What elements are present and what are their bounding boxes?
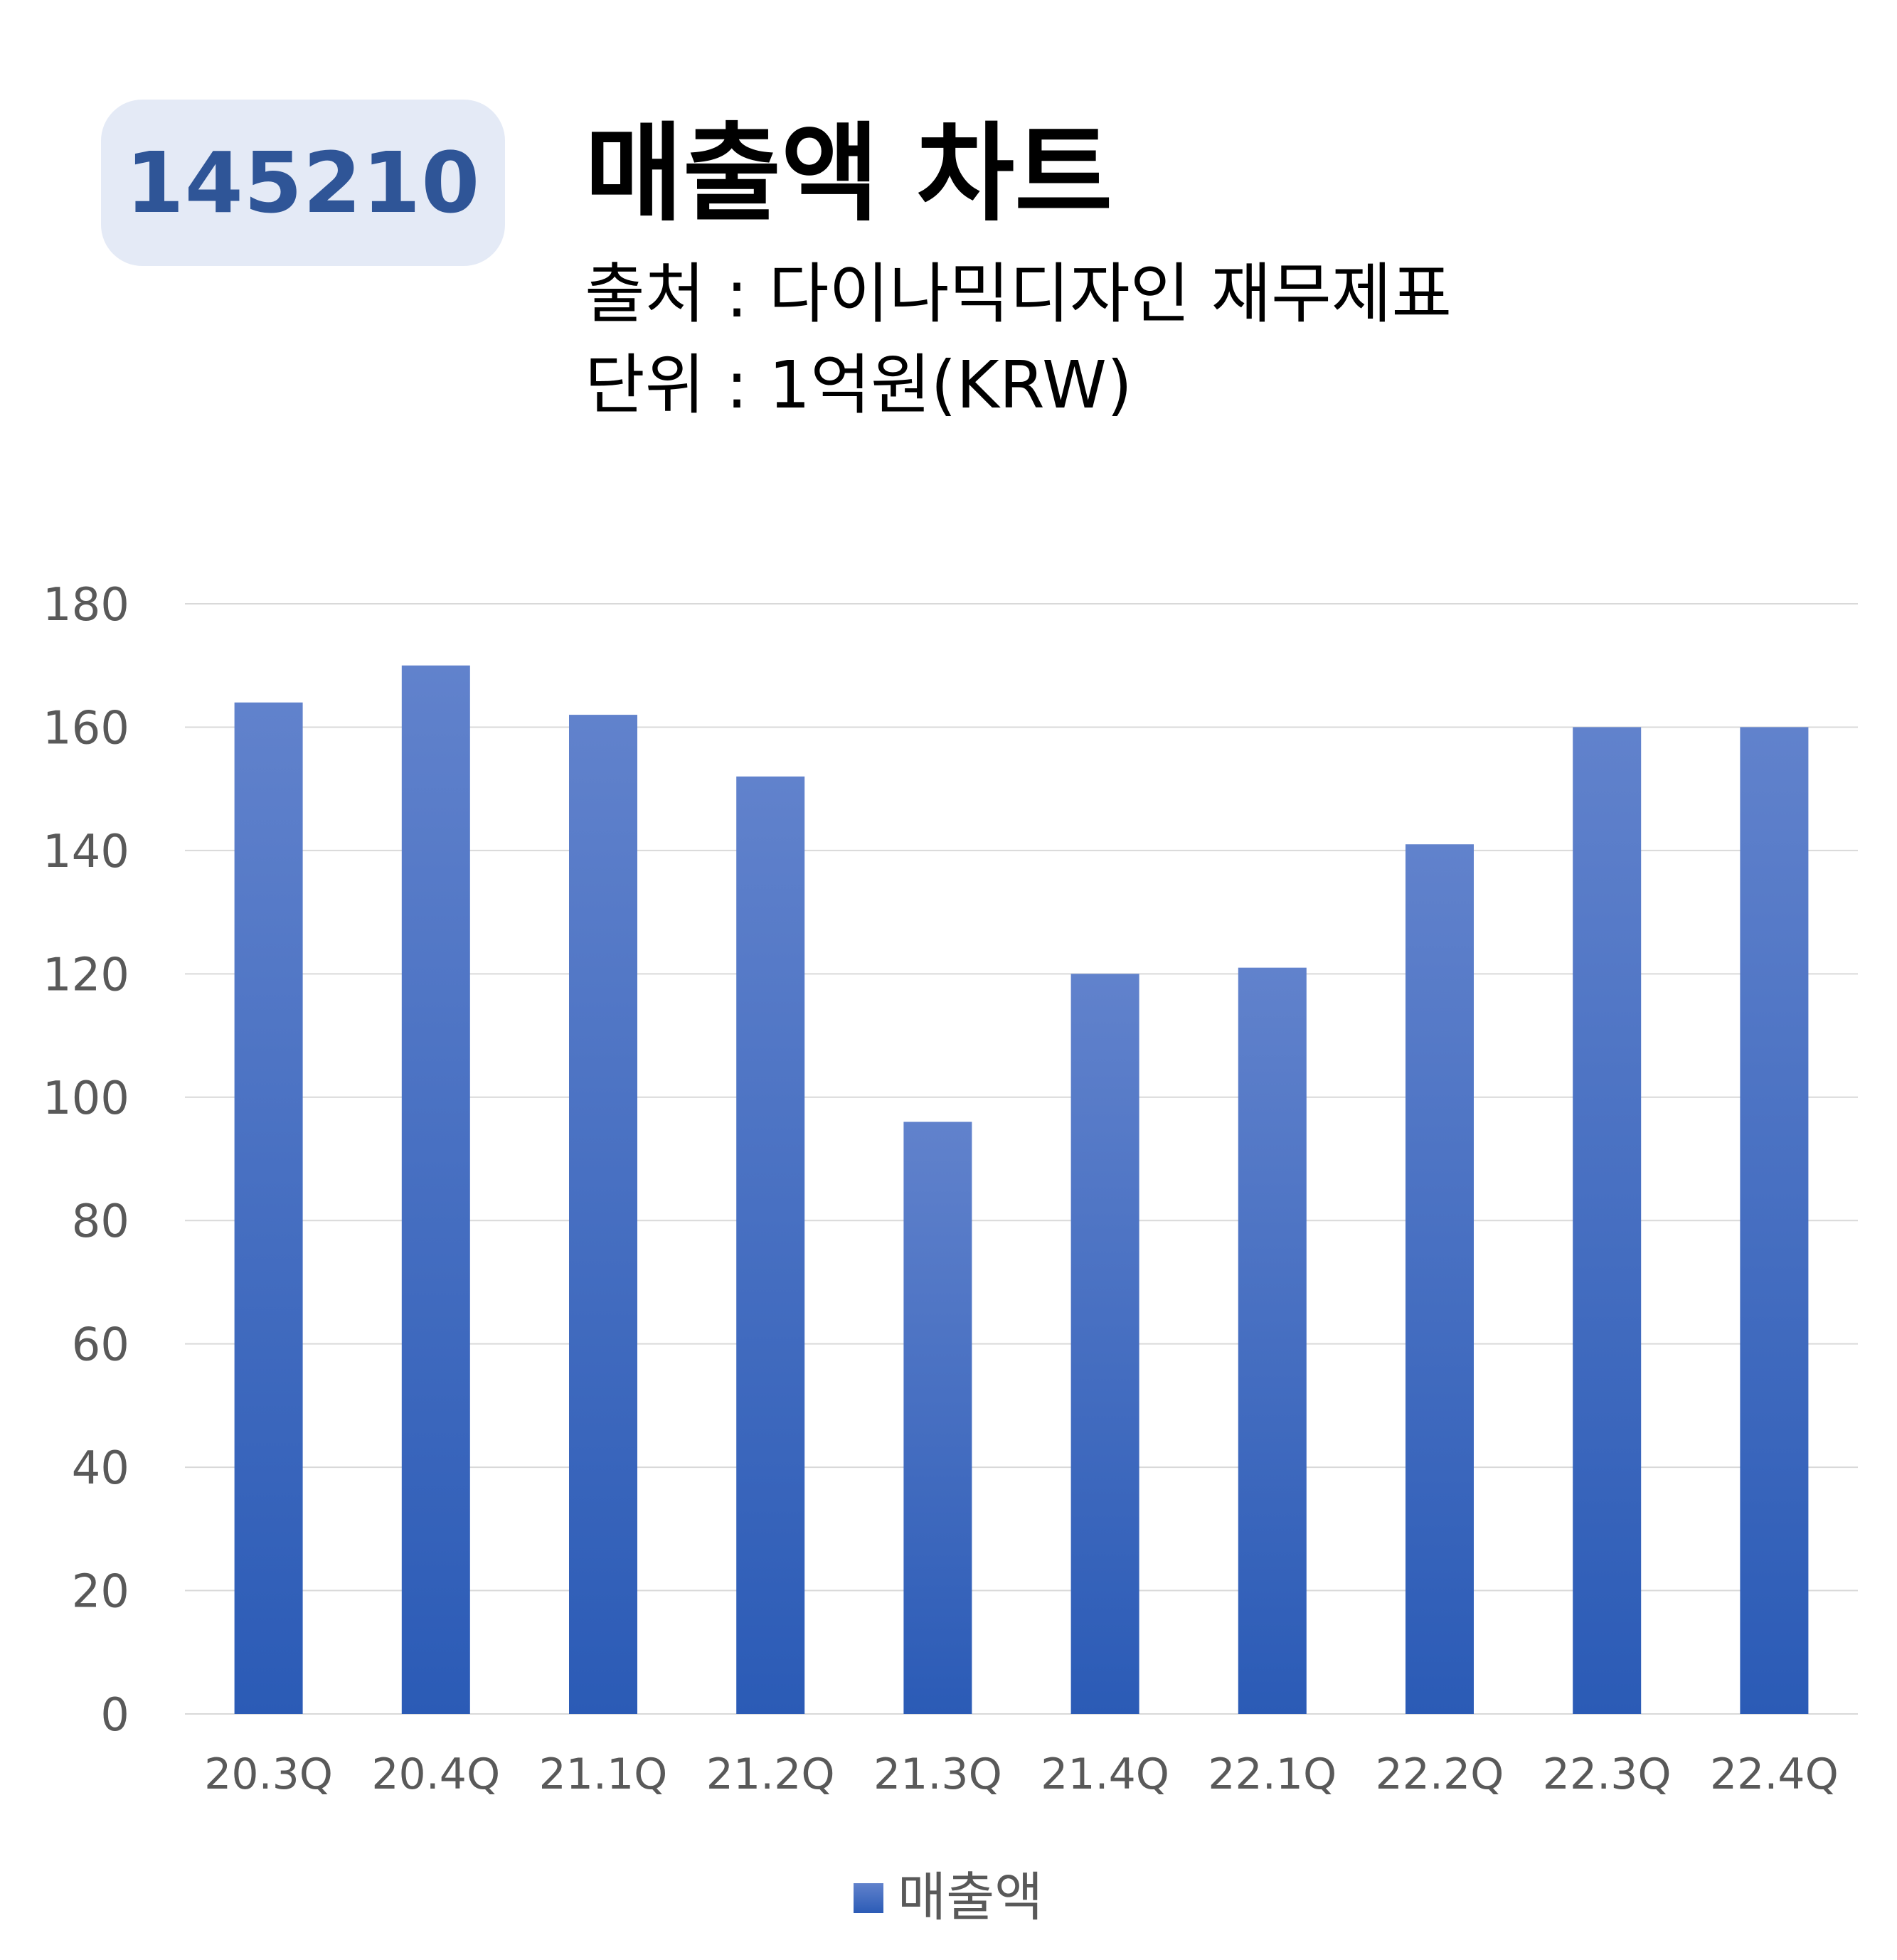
x-tick-label: 20.3Q — [204, 1749, 333, 1799]
y-tick-label: 140 — [43, 826, 129, 878]
unit-line: 단위 : 1억원(KRW) — [585, 347, 1132, 423]
bar — [234, 702, 303, 1714]
bar — [1573, 727, 1642, 1714]
bars — [234, 665, 1809, 1715]
source-line: 출처 : 다이나믹디자인 재무제표 — [585, 256, 1452, 332]
bar — [1740, 727, 1809, 1714]
y-tick-label: 0 — [100, 1689, 129, 1742]
x-tick-label: 21.1Q — [539, 1749, 668, 1799]
x-tick-label: 21.4Q — [1041, 1749, 1169, 1799]
x-tick-label: 20.4Q — [371, 1749, 500, 1799]
x-tick-label: 22.3Q — [1543, 1749, 1672, 1799]
y-tick-label: 20 — [72, 1566, 129, 1619]
y-axis-ticks: 0 20 40 60 80 100 120 140 160 180 — [43, 579, 129, 1742]
bar — [569, 715, 637, 1714]
bar — [903, 1122, 972, 1714]
legend-label: 매출액 — [898, 1867, 1043, 1928]
bar — [736, 776, 805, 1714]
bar — [1238, 967, 1307, 1714]
y-tick-label: 60 — [72, 1319, 129, 1372]
x-tick-label: 21.3Q — [873, 1749, 1002, 1799]
legend: 매출액 — [854, 1867, 1043, 1928]
bar — [1070, 974, 1139, 1714]
x-tick-label: 21.2Q — [706, 1749, 835, 1799]
chart-title: 매출액 차트 — [585, 112, 1113, 236]
legend-swatch — [854, 1883, 883, 1913]
y-tick-label: 100 — [43, 1072, 129, 1125]
stock-code: 145210 — [125, 134, 481, 232]
y-tick-label: 120 — [43, 949, 129, 1001]
bar — [401, 665, 470, 1715]
y-tick-label: 80 — [72, 1195, 129, 1248]
y-tick-label: 160 — [43, 702, 129, 755]
stock-code-badge: 145210 — [101, 100, 505, 266]
y-tick-label: 40 — [72, 1442, 129, 1495]
x-axis-ticks: 20.3Q 20.4Q 21.1Q 21.2Q 21.3Q 21.4Q 22.1Q 22.2Q… — [204, 1749, 1839, 1799]
x-tick-label: 22.1Q — [1208, 1749, 1337, 1799]
y-tick-label: 180 — [43, 579, 129, 632]
x-tick-label: 22.2Q — [1376, 1749, 1504, 1799]
x-tick-label: 22.4Q — [1710, 1749, 1839, 1799]
header: 매출액 차트 출처 : 다이나믹디자인 재무제표 단위 : 1억원(KRW) — [585, 121, 1452, 418]
bar — [1406, 844, 1474, 1714]
